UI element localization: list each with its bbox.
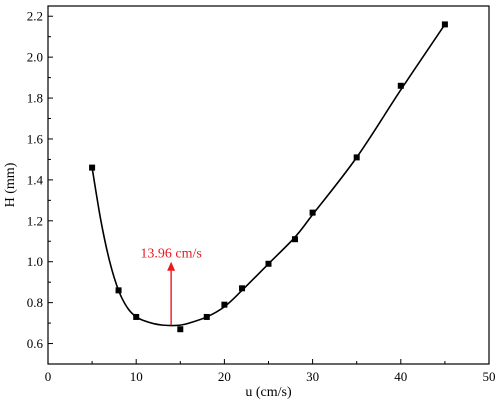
data-point [239, 285, 246, 292]
data-point [265, 260, 272, 267]
y-axis-ticks: 0.6 0.8 1.0 1.2 1.4 1.6 1.8 2.0 2.2 [27, 9, 53, 351]
data-point [177, 326, 184, 333]
data-point [441, 21, 448, 28]
data-point [115, 287, 122, 294]
y-axis-title: H (mm) [3, 162, 18, 207]
x-tick-label: 10 [130, 369, 143, 384]
x-axis-ticks: 0 10 20 30 40 50 [45, 359, 496, 384]
x-tick-label: 30 [306, 369, 319, 384]
y-tick-label: 2.2 [27, 9, 43, 24]
data-point [291, 236, 298, 243]
y-tick-label: 1.6 [27, 131, 44, 146]
data-point [309, 209, 316, 216]
x-tick-label: 0 [45, 369, 52, 384]
data-point [133, 313, 140, 320]
y-tick-label: 1.0 [27, 254, 43, 269]
data-point [353, 154, 360, 161]
annotation-label: 13.96 cm/s [140, 247, 201, 262]
data-point [203, 313, 210, 320]
y-tick-label: 2.0 [27, 50, 43, 65]
plot-frame [47, 5, 490, 365]
data-point [221, 301, 228, 308]
data-point [397, 82, 404, 89]
y-tick-label: 1.2 [27, 213, 43, 228]
x-tick-label: 20 [218, 369, 231, 384]
y-tick-label: 0.8 [27, 295, 43, 310]
data-point [89, 164, 96, 171]
y-tick-label: 0.6 [27, 336, 44, 351]
y-tick-label: 1.8 [27, 91, 43, 106]
fit-curve [91, 23, 446, 327]
x-axis-title: u (cm/s) [245, 385, 292, 400]
x-tick-label: 50 [483, 369, 496, 384]
data-points [89, 21, 448, 333]
x-tick-label: 40 [394, 369, 407, 384]
y-tick-label: 1.4 [27, 172, 44, 187]
